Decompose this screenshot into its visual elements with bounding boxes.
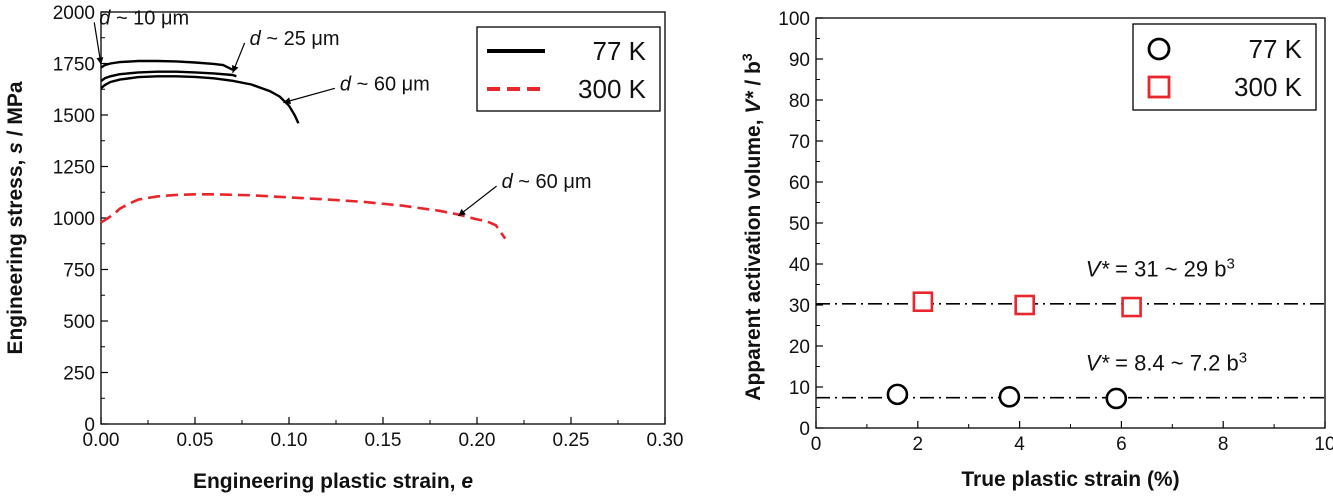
y-axis-label-symbol: V* [742,91,765,114]
y-tick-label: 0 [84,415,95,436]
annotation-text: = 31 ~ 29 b [1109,256,1226,281]
y-tick-label: 1750 [53,55,95,76]
x-axis-label-symbol: e [461,470,473,493]
curve-77k-d10 [100,59,234,71]
y-tick-label: 90 [789,50,810,71]
y-tick-label: 0 [799,419,810,440]
annotation-arrow [93,22,102,65]
y-axis-label-superscript: 3 [739,53,755,61]
activation-volume-annotation: V* = 8.4 ~ 7.2 b3 [1086,349,1247,376]
grain-size-annotation: d ~ 60 μm [502,171,592,193]
y-tick-label: 2000 [53,3,95,24]
x-tick-label: 0.10 [271,430,308,451]
legend-label: 77 K [593,36,647,66]
legend-box [476,26,661,112]
y-tick-label: 50 [789,214,810,235]
annotation-arrow [457,185,497,217]
annotation-symbol: d [99,7,111,29]
x-tick-label: 0.15 [365,430,402,451]
x-tick-label: 0.30 [647,430,684,451]
annotation-symbol: d [250,28,262,50]
data-point-300k [1014,294,1035,316]
x-tick-label: 0.00 [83,430,120,451]
annotation-text: ~ 25 [261,28,312,50]
stress-strain-chart: 0.00 0.05 0.10 0.15 0.20 0.25 0.30 0 250 500 750 10… [4,3,683,493]
y-tick-label: 1500 [53,106,95,127]
y-tick-label: 20 [789,337,810,358]
curve-300k-d60 [100,193,507,240]
y-tick-label: 40 [789,255,810,276]
annotation-superscript: 3 [1226,255,1234,272]
x-axis-label: Engineering plastic strain, e [193,470,473,493]
annotation-text: = 8.4 ~ 7.2 b [1109,351,1239,376]
y-axis-label: Apparent activation volume, V* / b3 [739,53,765,401]
annotation-text: ~ 60 [513,171,564,193]
annotation-arrowhead [283,97,292,105]
y-tick-label: 1000 [53,209,95,230]
x-tick-label: 6 [1116,434,1127,455]
y-axis-label: Engineering stress, s / MPa [4,81,27,354]
x-tick-label: 0.05 [177,430,214,451]
legend-label: 300 K [1234,72,1303,102]
x-tick-label: 2 [913,434,924,455]
data-point-77k [998,386,1021,408]
annotation-arrow [283,87,336,104]
data-point-300k [1121,296,1142,318]
annotation-unit: μm [563,171,591,193]
y-tick-label: 1250 [53,158,95,179]
annotation-symbol: d [502,171,514,193]
x-tick-label: 8 [1218,434,1229,455]
x-axis-label: True plastic strain (%) [961,468,1179,491]
grain-size-annotation: d ~ 60 μm [340,73,430,95]
annotation-unit: μm [402,73,430,95]
legend-label: 77 K [1249,34,1303,64]
y-tick-label: 80 [789,91,810,112]
annotation-arrowhead [231,64,239,73]
x-axis-label-text: Engineering plastic strain, [193,470,461,493]
legend-marker [1147,75,1171,99]
x-tick-label: 0.20 [459,430,496,451]
y-axis-label-symbol: s [4,142,27,154]
annotation-symbol: d [340,73,352,95]
x-tick-label: 0 [811,434,822,455]
annotation-arrowhead [458,208,466,216]
annotation-unit: μm [311,28,339,50]
curve-77k-d60 [100,75,300,124]
annotation-text: ~ 10 [110,7,161,29]
annotation-unit: μm [161,7,189,29]
x-tick-label: 0.25 [553,430,590,451]
data-point-77k [1105,387,1128,410]
grain-size-annotation: d ~ 10 μm [99,7,189,29]
y-axis-label-text: Engineering stress, [4,154,27,355]
y-tick-label: 70 [789,132,810,153]
annotation-arrowhead [96,57,104,65]
y-axis-label-unit: / MPa [4,81,27,142]
annotation-symbol: V* [1086,351,1111,376]
y-axis-label-unit: / b [742,61,765,91]
y-tick-label: 10 [789,378,810,399]
y-axis-label-text: Apparent activation volume, [742,114,765,401]
legend-label: 300 K [578,74,647,104]
y-tick-label: 750 [63,261,95,282]
legend-marker [1147,37,1171,61]
annotation-text: ~ 60 [351,73,402,95]
data-point-77k [886,383,909,406]
grain-size-annotation: d ~ 25 μm [250,28,340,50]
curve-77k-d25 [100,70,237,82]
data-point-300k [912,291,934,313]
annotation-symbol: V* [1086,256,1111,281]
y-tick-label: 60 [789,173,810,194]
y-tick-label: 100 [778,9,810,30]
y-tick-label: 30 [789,296,810,317]
x-tick-label: 10 [1314,434,1333,455]
y-tick-label: 500 [63,312,95,333]
activation-volume-annotation: V* = 31 ~ 29 b3 [1086,255,1235,282]
y-tick-label: 250 [63,364,95,385]
annotation-superscript: 3 [1239,349,1247,366]
x-tick-label: 4 [1014,434,1025,455]
